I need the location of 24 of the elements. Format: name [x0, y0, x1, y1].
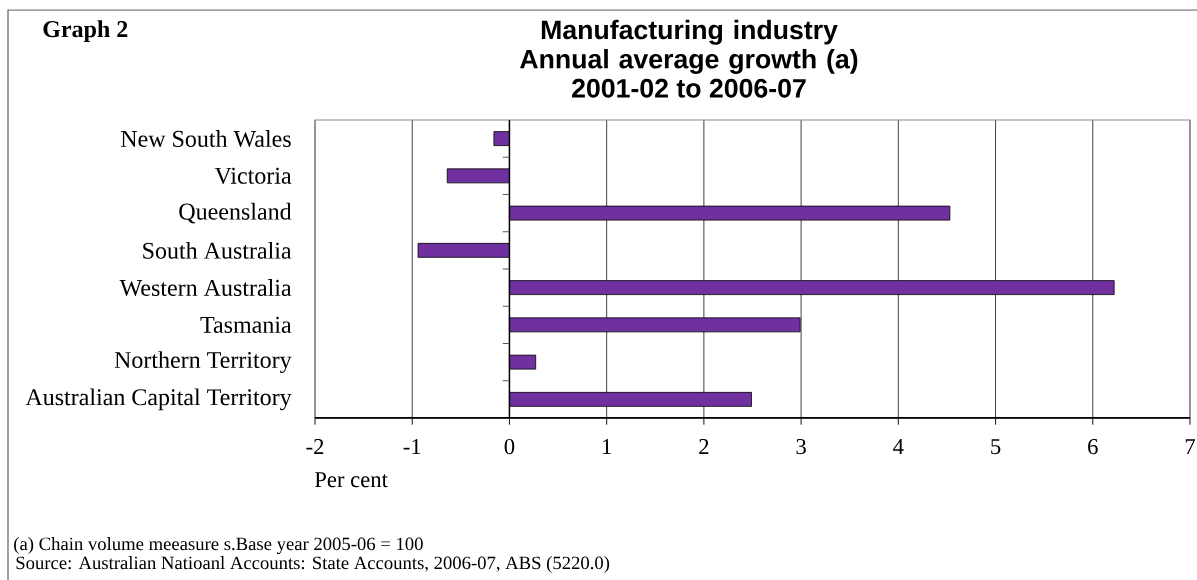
x-tick-label: -2 — [306, 438, 324, 454]
y-tick-label: South Australia — [143, 241, 292, 259]
y-tick-label: Victoria — [214, 167, 292, 184]
y-tick-label: Northern Territory — [114, 351, 292, 374]
text: (a) Chain volume meeasure s.Base year 2005-06 = 100 — [14, 537, 423, 555]
x-tick-label: 4 — [893, 439, 904, 454]
caption: Graph 2 — [43, 20, 128, 43]
x-tick-label: 1 — [602, 439, 611, 454]
y-tick-label: Australian Capital Territory — [25, 388, 292, 411]
chart-title: Manufacturing industry Annual average growth (a) — [520, 19, 858, 74]
y-tick-label: Tasmania — [200, 316, 292, 333]
x-tick-label: 5 — [991, 439, 1001, 455]
x-tick-label: 2 — [699, 438, 709, 454]
x-tick-label: 0 — [504, 438, 515, 455]
x-tick-label: 7 — [1185, 439, 1196, 454]
source-note: Source: Australian Natioanl Accounts: State Accounts, 2006-07, ABS (5220.0) — [16, 556, 610, 573]
y-tick-label: New South Wales — [120, 130, 291, 148]
y-tick-label: Queensland — [179, 202, 292, 224]
x-tick-label: 3 — [796, 438, 806, 455]
x-tick-label: 6 — [1088, 438, 1098, 455]
chart-subtitle: 2001-02 to 2006-07 — [572, 78, 806, 98]
x-tick-label: -1 — [403, 439, 421, 454]
y-tick-label: Western Australia — [119, 279, 292, 297]
x-axis-title: Per cent — [314, 472, 388, 488]
